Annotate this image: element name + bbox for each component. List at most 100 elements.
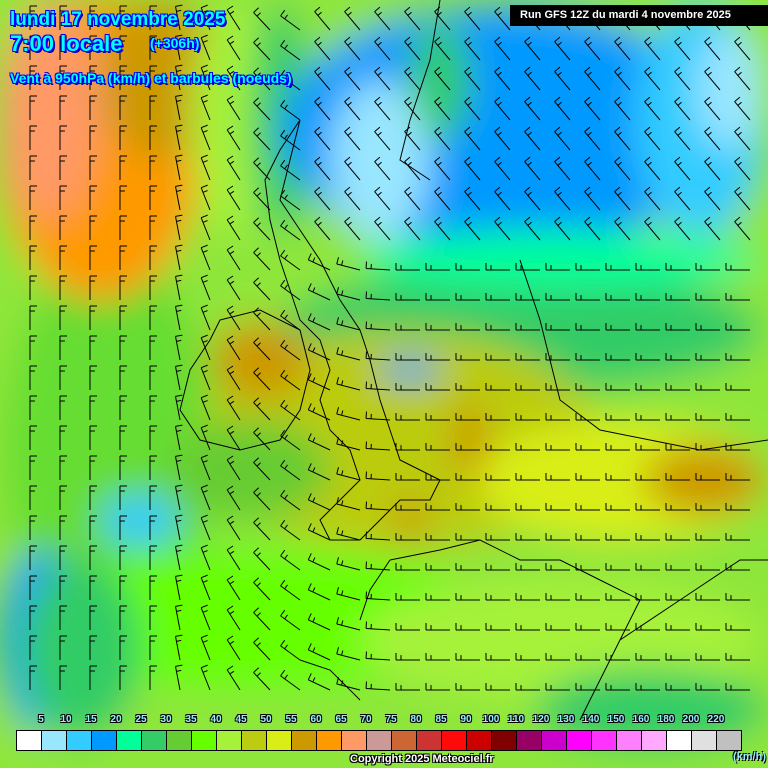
- wind-barb: [524, 216, 541, 241]
- wind-barb: [253, 457, 271, 481]
- wind-barb: [695, 533, 720, 541]
- wind-barb: [455, 563, 480, 571]
- wind-barb: [119, 455, 127, 480]
- color-legend: [16, 730, 742, 751]
- wind-barb: [674, 66, 691, 91]
- legend-swatch: [317, 731, 342, 750]
- wind-barb: [175, 4, 183, 31]
- wind-barb: [635, 623, 660, 631]
- wind-barb: [226, 665, 241, 691]
- wind-barb: [29, 185, 37, 210]
- wind-barb: [374, 216, 391, 241]
- wind-barb: [280, 519, 301, 541]
- wind-barb: [175, 364, 183, 391]
- wind-barb: [29, 455, 37, 480]
- wind-barb: [365, 411, 391, 421]
- wind-barb: [545, 653, 570, 661]
- wind-barb: [226, 515, 241, 541]
- wind-barb: [175, 334, 183, 361]
- wind-barb: [395, 563, 420, 571]
- wind-barb: [545, 473, 570, 481]
- wind-barb: [89, 155, 97, 180]
- wind-barb: [674, 156, 691, 181]
- wind-barb: [280, 459, 301, 481]
- wind-barb: [425, 623, 450, 631]
- wind-barb: [253, 67, 271, 91]
- forecast-time: 7:00 locale: [10, 31, 123, 56]
- wind-barb: [314, 156, 331, 181]
- wind-barb: [674, 216, 691, 241]
- wind-barb: [434, 36, 451, 61]
- forecast-lead-time: (+306h): [150, 35, 200, 51]
- wind-barb: [280, 69, 301, 91]
- wind-barb: [695, 443, 720, 451]
- wind-barb: [485, 263, 510, 271]
- wind-barb: [29, 305, 37, 330]
- wind-barb: [395, 263, 420, 271]
- wind-barb: [29, 545, 37, 570]
- wind-barb: [485, 653, 510, 661]
- wind-barb: [524, 186, 541, 211]
- wind-barb: [425, 593, 450, 601]
- legend-swatch: [567, 731, 592, 750]
- wind-barb: [584, 216, 601, 241]
- wind-barb: [89, 515, 97, 540]
- wind-barb: [644, 126, 661, 151]
- legend-label: 90: [460, 714, 472, 725]
- wind-barb: [485, 383, 510, 391]
- wind-barb: [280, 489, 301, 511]
- wind-barb: [226, 365, 241, 391]
- legend-label: 140: [582, 714, 600, 725]
- wind-barb: [89, 455, 97, 480]
- wind-barb: [464, 96, 481, 121]
- wind-barb: [59, 515, 67, 540]
- wind-barb: [575, 293, 600, 301]
- wind-barb: [307, 343, 331, 361]
- wind-barb: [635, 413, 660, 421]
- wind-barb: [614, 36, 631, 61]
- wind-barb: [119, 425, 127, 450]
- wind-barb: [175, 154, 183, 181]
- wind-barb: [59, 305, 67, 330]
- wind-barb: [59, 425, 67, 450]
- wind-barb: [734, 126, 751, 151]
- legend-swatch: [417, 731, 442, 750]
- wind-barb: [200, 514, 211, 541]
- wind-barb: [200, 424, 211, 451]
- wind-barb: [515, 533, 540, 541]
- wind-barb: [734, 36, 751, 61]
- legend-label: 65: [335, 714, 347, 725]
- wind-barb: [605, 683, 630, 691]
- wind-barb: [575, 593, 600, 601]
- wind-barb: [404, 126, 421, 151]
- wind-barb: [665, 533, 690, 541]
- wind-barb: [119, 35, 127, 60]
- wind-barb: [149, 545, 157, 570]
- wind-barb: [464, 216, 481, 241]
- wind-barb: [175, 34, 183, 61]
- wind-barb: [425, 533, 450, 541]
- wind-barb: [149, 245, 157, 270]
- wind-barb: [425, 503, 450, 511]
- wind-barb: [175, 124, 183, 151]
- wind-barb: [175, 454, 183, 481]
- wind-barb: [365, 471, 391, 481]
- wind-barb: [175, 484, 183, 511]
- legend-swatch: [367, 731, 392, 750]
- wind-barb: [584, 126, 601, 151]
- wind-barb: [575, 653, 600, 661]
- wind-barb: [614, 66, 631, 91]
- wind-barb: [226, 125, 241, 151]
- wind-barb: [226, 5, 241, 31]
- wind-barb: [524, 156, 541, 181]
- wind-barb: [515, 293, 540, 301]
- wind-barb: [635, 563, 660, 571]
- wind-barb: [395, 323, 420, 331]
- wind-barb: [485, 533, 510, 541]
- wind-barb: [200, 364, 211, 391]
- wind-barb: [605, 413, 630, 421]
- wind-barb: [725, 623, 750, 631]
- wind-barb: [280, 609, 301, 631]
- wind-barb: [89, 425, 97, 450]
- wind-barb: [253, 307, 271, 331]
